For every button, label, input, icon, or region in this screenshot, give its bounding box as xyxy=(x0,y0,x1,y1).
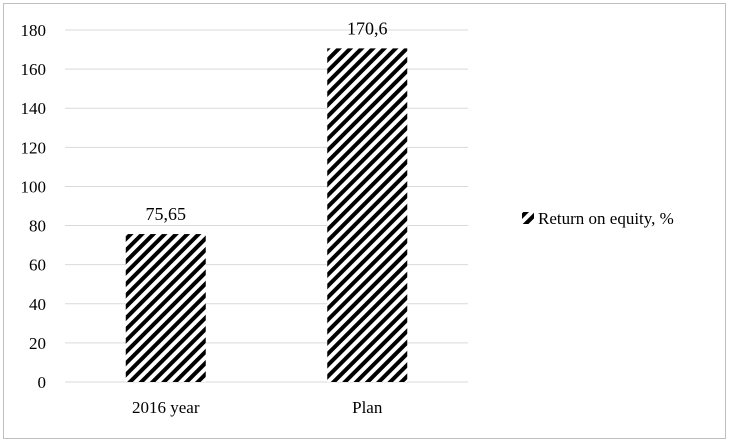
y-tick-label-100: 100 xyxy=(21,177,47,196)
x-axis-category-labels: 2016 year Plan xyxy=(132,398,383,417)
x-category-label-2: Plan xyxy=(352,398,383,417)
data-label-2: 170,6 xyxy=(347,18,388,38)
legend-series-label: Return on equity, % xyxy=(538,209,674,228)
legend: Return on equity, % xyxy=(522,209,674,228)
y-tick-label-0: 0 xyxy=(38,373,47,392)
gridlines xyxy=(65,29,468,383)
data-labels: 75,65 170,6 xyxy=(146,18,388,224)
bar-1 xyxy=(125,234,206,382)
bars xyxy=(125,48,408,382)
y-tick-label-20: 20 xyxy=(29,334,46,353)
bar-2 xyxy=(327,48,408,382)
x-category-label-1: 2016 year xyxy=(132,398,200,417)
y-tick-label-60: 60 xyxy=(29,256,46,275)
y-tick-label-80: 80 xyxy=(29,217,46,236)
y-tick-label-120: 120 xyxy=(21,138,47,157)
y-axis-tick-labels: 0 20 40 60 80 100 120 140 160 180 xyxy=(21,21,47,392)
y-tick-label-180: 180 xyxy=(21,21,47,40)
y-tick-label-140: 140 xyxy=(21,99,47,118)
legend-swatch xyxy=(522,212,534,224)
y-tick-label-160: 160 xyxy=(21,60,47,79)
y-tick-label-40: 40 xyxy=(29,295,46,314)
data-label-1: 75,65 xyxy=(146,204,187,224)
